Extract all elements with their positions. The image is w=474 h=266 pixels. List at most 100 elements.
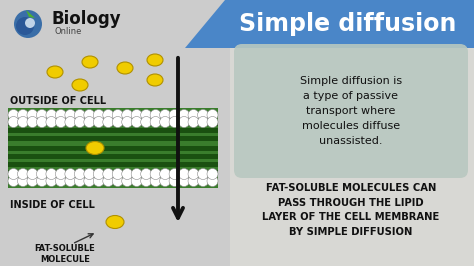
Circle shape <box>93 168 104 180</box>
Circle shape <box>179 168 190 180</box>
Circle shape <box>84 168 95 180</box>
Circle shape <box>131 117 142 127</box>
Circle shape <box>131 168 142 180</box>
Ellipse shape <box>47 66 63 78</box>
Circle shape <box>46 117 57 127</box>
Circle shape <box>131 176 142 186</box>
Circle shape <box>8 110 19 120</box>
Circle shape <box>36 168 47 180</box>
FancyBboxPatch shape <box>0 0 230 266</box>
Circle shape <box>18 168 28 180</box>
Circle shape <box>122 110 133 120</box>
Circle shape <box>84 176 95 186</box>
Circle shape <box>103 117 114 127</box>
FancyBboxPatch shape <box>8 154 218 159</box>
Circle shape <box>18 110 28 120</box>
Polygon shape <box>26 10 35 18</box>
Circle shape <box>131 110 142 120</box>
Circle shape <box>8 117 19 127</box>
Circle shape <box>160 117 171 127</box>
Circle shape <box>179 110 190 120</box>
Circle shape <box>93 117 104 127</box>
Circle shape <box>122 117 133 127</box>
Circle shape <box>18 117 28 127</box>
Circle shape <box>169 117 180 127</box>
Circle shape <box>207 117 218 127</box>
Circle shape <box>36 117 47 127</box>
Circle shape <box>74 117 85 127</box>
Ellipse shape <box>82 56 98 68</box>
Text: Online: Online <box>55 27 82 36</box>
Circle shape <box>150 168 161 180</box>
Text: Biology: Biology <box>52 10 122 28</box>
Circle shape <box>122 168 133 180</box>
Circle shape <box>207 168 218 180</box>
Circle shape <box>112 168 123 180</box>
Ellipse shape <box>86 142 104 155</box>
Circle shape <box>122 176 133 186</box>
Circle shape <box>198 176 209 186</box>
Circle shape <box>36 110 47 120</box>
Circle shape <box>27 117 38 127</box>
FancyBboxPatch shape <box>8 128 218 133</box>
Ellipse shape <box>147 54 163 66</box>
Circle shape <box>65 110 76 120</box>
Circle shape <box>46 168 57 180</box>
Circle shape <box>207 176 218 186</box>
Circle shape <box>169 110 180 120</box>
Circle shape <box>103 168 114 180</box>
Circle shape <box>112 117 123 127</box>
Text: FAT-SOLUBLE MOLECULES CAN
PASS THROUGH THE LIPID
LAYER OF THE CELL MEMBRANE
BY S: FAT-SOLUBLE MOLECULES CAN PASS THROUGH T… <box>263 183 439 236</box>
Circle shape <box>36 176 47 186</box>
Circle shape <box>160 168 171 180</box>
Circle shape <box>74 110 85 120</box>
Circle shape <box>16 17 34 35</box>
Ellipse shape <box>72 79 88 91</box>
Circle shape <box>55 176 66 186</box>
Circle shape <box>25 18 35 28</box>
Circle shape <box>46 110 57 120</box>
Circle shape <box>74 176 85 186</box>
Circle shape <box>65 176 76 186</box>
Circle shape <box>198 117 209 127</box>
Circle shape <box>8 176 19 186</box>
Circle shape <box>207 110 218 120</box>
Circle shape <box>150 176 161 186</box>
Circle shape <box>141 168 152 180</box>
FancyBboxPatch shape <box>8 162 218 167</box>
Circle shape <box>188 110 199 120</box>
FancyBboxPatch shape <box>234 44 468 178</box>
Circle shape <box>27 110 38 120</box>
FancyBboxPatch shape <box>230 0 474 266</box>
FancyBboxPatch shape <box>185 0 474 48</box>
Circle shape <box>84 117 95 127</box>
Polygon shape <box>185 0 225 48</box>
Ellipse shape <box>147 74 163 86</box>
Circle shape <box>55 168 66 180</box>
Circle shape <box>93 176 104 186</box>
Circle shape <box>150 117 161 127</box>
Circle shape <box>8 168 19 180</box>
Circle shape <box>198 168 209 180</box>
Circle shape <box>188 117 199 127</box>
Circle shape <box>141 117 152 127</box>
Circle shape <box>65 117 76 127</box>
Circle shape <box>93 110 104 120</box>
Circle shape <box>169 176 180 186</box>
Circle shape <box>141 110 152 120</box>
Circle shape <box>188 168 199 180</box>
Circle shape <box>169 168 180 180</box>
Circle shape <box>46 176 57 186</box>
Circle shape <box>74 168 85 180</box>
FancyBboxPatch shape <box>8 108 218 188</box>
FancyBboxPatch shape <box>8 121 218 126</box>
Circle shape <box>103 176 114 186</box>
Text: Simple diffusion is
a type of passive
transport where
molecules diffuse
unassist: Simple diffusion is a type of passive tr… <box>300 76 402 146</box>
Circle shape <box>160 176 171 186</box>
Circle shape <box>18 176 28 186</box>
FancyBboxPatch shape <box>8 170 218 175</box>
Circle shape <box>55 110 66 120</box>
FancyBboxPatch shape <box>8 136 218 141</box>
Text: Simple diffusion: Simple diffusion <box>239 12 456 36</box>
Circle shape <box>179 117 190 127</box>
